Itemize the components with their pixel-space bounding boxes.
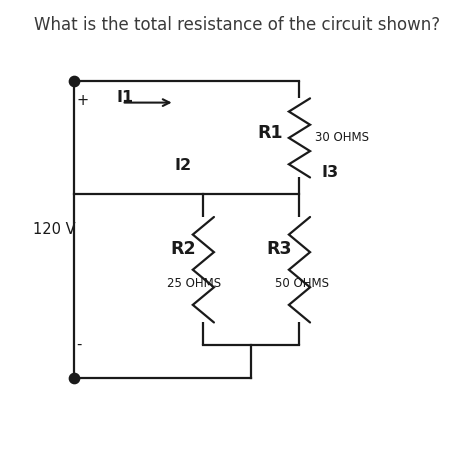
Text: I3: I3 — [321, 165, 338, 180]
Text: R2: R2 — [171, 239, 196, 257]
Text: I1: I1 — [117, 90, 134, 105]
Text: I2: I2 — [174, 158, 191, 173]
Text: 25 OHMS: 25 OHMS — [167, 277, 221, 290]
Text: 120 V: 120 V — [33, 222, 75, 237]
Text: R1: R1 — [257, 124, 283, 142]
Text: What is the total resistance of the circuit shown?: What is the total resistance of the circ… — [34, 15, 440, 33]
Text: 30 OHMS: 30 OHMS — [315, 131, 369, 144]
Text: R3: R3 — [267, 239, 292, 257]
Point — [70, 78, 77, 85]
Text: +: + — [76, 93, 88, 108]
Text: 50 OHMS: 50 OHMS — [275, 277, 329, 290]
Text: -: - — [76, 337, 82, 352]
Point — [70, 374, 77, 382]
